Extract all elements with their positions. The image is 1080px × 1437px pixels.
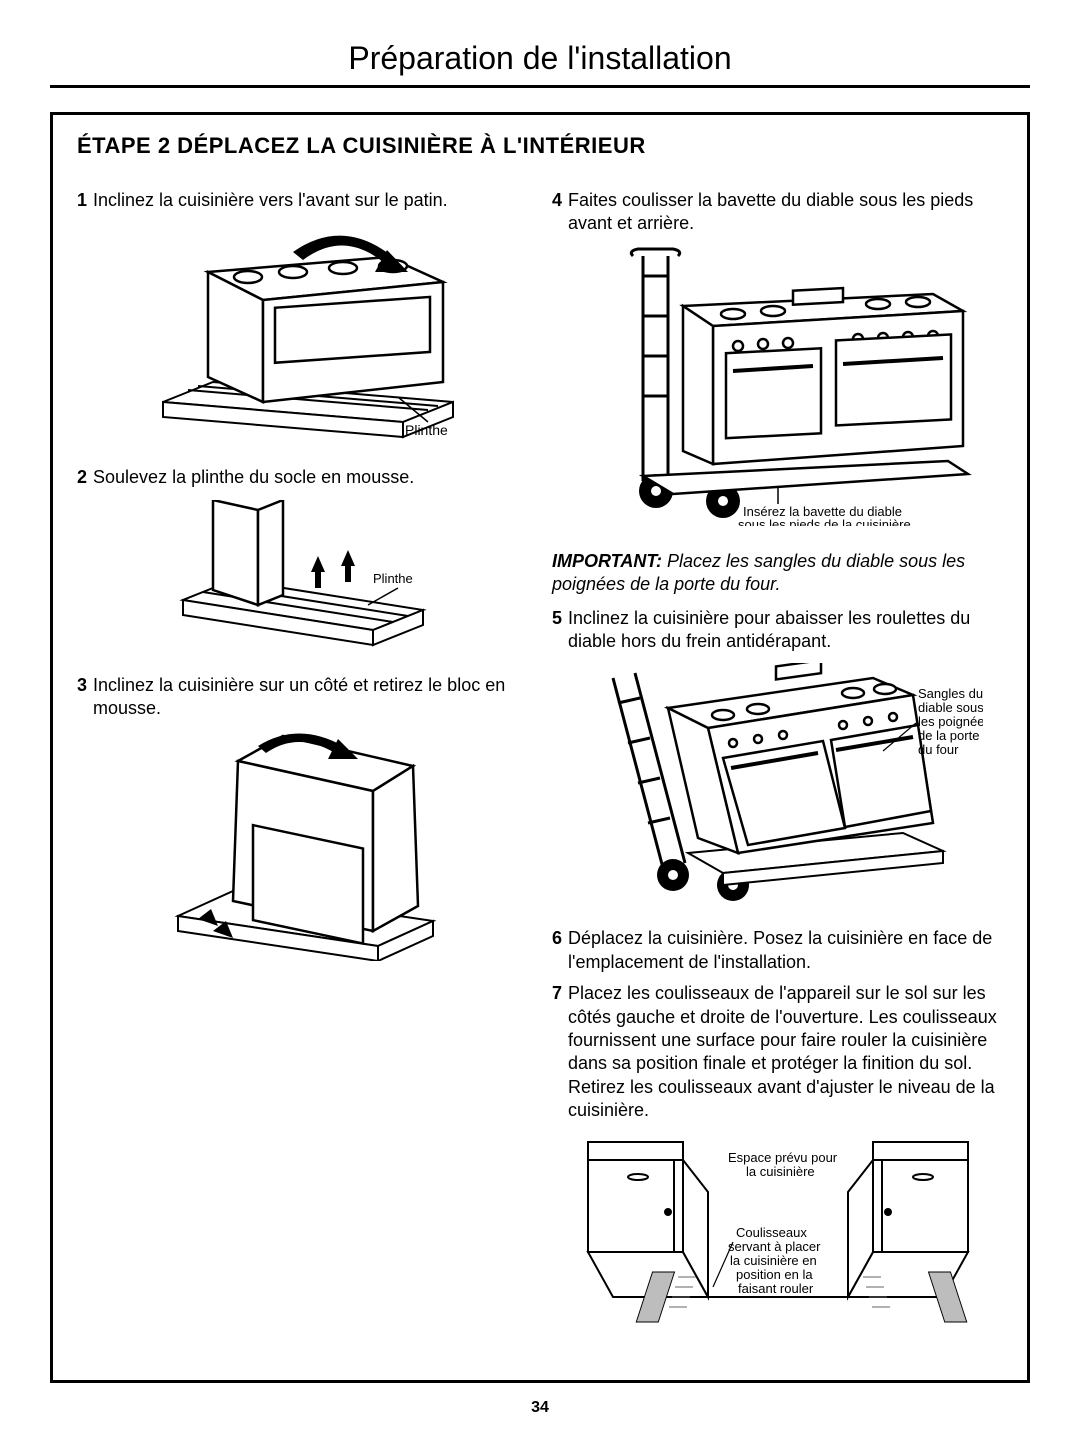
instruction-1: 1 Inclinez la cuisinière vers l'avant su… (77, 189, 528, 212)
page-number: 34 (50, 1399, 1030, 1417)
instr-num: 7 (552, 982, 562, 1122)
instr-text: Faites coulisser la bavette du diable so… (568, 189, 1003, 236)
fig7-space2: la cuisinière (746, 1164, 815, 1179)
figure-3 (77, 731, 528, 961)
instr-num: 4 (552, 189, 562, 236)
fig4-cap2: sous les pieds de la cuisinière (738, 517, 911, 526)
fig5-cap1: Sangles du (918, 686, 983, 701)
step-box: ÉTAPE 2 DÉPLACEZ LA CUISINIÈRE À L'INTÉR… (50, 112, 1030, 1383)
fig7-slide4: position en la (736, 1267, 813, 1282)
instr-num: 6 (552, 927, 562, 974)
important-lead: IMPORTANT: (552, 551, 662, 571)
left-column: 1 Inclinez la cuisinière vers l'avant su… (77, 189, 528, 1356)
fig7-space1: Espace prévu pour (728, 1150, 838, 1165)
figure-1: Plinthe (77, 222, 528, 442)
instruction-4: 4 Faites coulisser la bavette du diable … (552, 189, 1003, 236)
instr-num: 2 (77, 466, 87, 489)
instr-text: Déplacez la cuisinière. Posez la cuisini… (568, 927, 1003, 974)
instr-text: Inclinez la cuisinière pour abaisser les… (568, 607, 1003, 654)
fig5-cap2: diable sous (918, 700, 983, 715)
instr-text: Inclinez la cuisinière vers l'avant sur … (93, 189, 528, 212)
fig7-slide1: Coulisseaux (736, 1225, 807, 1240)
fig5-cap5: du four (918, 742, 959, 757)
fig5-cap4: de la porte (918, 728, 979, 743)
fig7-slide3: la cuisinière en (730, 1253, 817, 1268)
instruction-7: 7 Placez les coulisseaux de l'appareil s… (552, 982, 1003, 1122)
columns: 1 Inclinez la cuisinière vers l'avant su… (77, 189, 1003, 1356)
step-header: ÉTAPE 2 DÉPLACEZ LA CUISINIÈRE À L'INTÉR… (77, 133, 1003, 159)
instruction-2: 2 Soulevez la plinthe du socle en mousse… (77, 466, 528, 489)
plinthe-label-2: Plinthe (373, 571, 413, 586)
instr-num: 3 (77, 674, 87, 721)
instruction-5: 5 Inclinez la cuisinière pour abaisser l… (552, 607, 1003, 654)
figure-2: Plinthe (77, 500, 528, 650)
instr-num: 1 (77, 189, 87, 212)
instruction-3: 3 Inclinez la cuisinière sur un côté et … (77, 674, 528, 721)
instruction-6: 6 Déplacez la cuisinière. Posez la cuisi… (552, 927, 1003, 974)
figure-4: Insérez la bavette du diable sous les pi… (552, 246, 1003, 526)
instr-num: 5 (552, 607, 562, 654)
figure-7: Espace prévu pour la cuisinière Coulisse… (552, 1132, 1003, 1332)
fig5-cap3: les poignées (918, 714, 983, 729)
figure-5: Sangles du diable sous les poignées de l… (552, 663, 1003, 903)
instr-text: Inclinez la cuisinière sur un côté et re… (93, 674, 528, 721)
fig7-slide5: faisant rouler (738, 1281, 814, 1296)
instr-text: Soulevez la plinthe du socle en mousse. (93, 466, 528, 489)
page-title: Préparation de l'installation (50, 40, 1030, 88)
fig7-slide2: servant à placer (728, 1239, 821, 1254)
instr-text: Placez les coulisseaux de l'appareil sur… (568, 982, 1003, 1122)
plinthe-label-1: Plinthe (405, 422, 448, 438)
important-note: IMPORTANT: Placez les sangles du diable … (552, 550, 1003, 597)
right-column: 4 Faites coulisser la bavette du diable … (552, 189, 1003, 1356)
